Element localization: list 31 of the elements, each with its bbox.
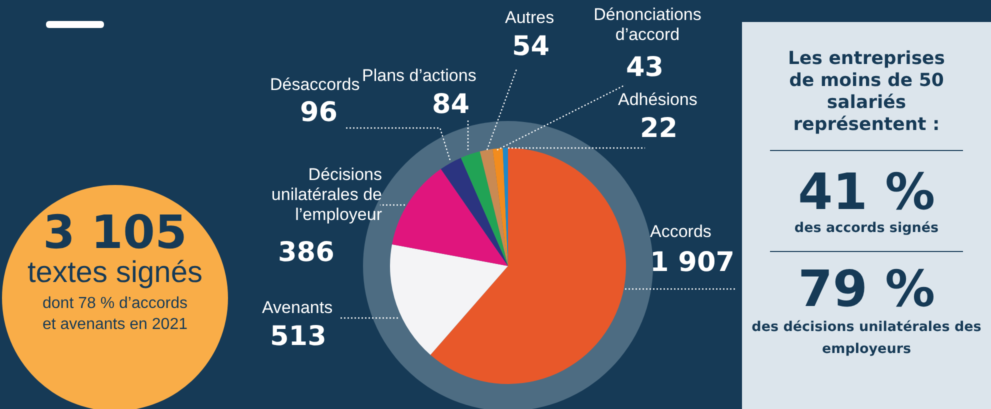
slice-label: Dénonciations d’accord [592, 5, 702, 45]
text: des accords signés [793, 219, 940, 237]
text: 41 % [796, 163, 936, 221]
data-label: 22 [640, 113, 678, 144]
text: 79 % [796, 260, 936, 318]
pie-slice [440, 158, 508, 266]
data-label: 386 [278, 237, 334, 268]
text: textes signés [26, 256, 204, 289]
slice-label: Plans d’actions [362, 66, 476, 86]
data-label: 43 [626, 52, 664, 83]
data-label: 1 907 [650, 247, 735, 278]
data-label: 54 [512, 31, 550, 62]
pie-slice [392, 168, 508, 266]
slice-label: Accords [650, 222, 712, 242]
pie-slice [460, 151, 508, 266]
text: Les entreprises de moins de 50 salariés représentent : [787, 48, 946, 136]
slice-label: Autres [505, 8, 554, 28]
slice-label: Désaccords [270, 75, 360, 95]
pie-slice [390, 244, 508, 355]
slice-label: Adhésions [618, 90, 698, 110]
slice-label: Décisions unilatérales de l’employeur [270, 165, 382, 225]
data-label: 96 [300, 97, 338, 128]
data-label: 84 [432, 89, 470, 120]
text: des décisions unilatérales des employeurs [752, 319, 982, 357]
pie-slice [480, 149, 508, 266]
pie-slice [430, 148, 626, 384]
slice-label: Avenants [262, 298, 333, 318]
pie-slice [492, 148, 508, 266]
text: 3 105 [42, 205, 188, 259]
data-label: 513 [270, 321, 326, 352]
text: dont 78 % d’accords et avenants en 2021 [41, 294, 188, 335]
